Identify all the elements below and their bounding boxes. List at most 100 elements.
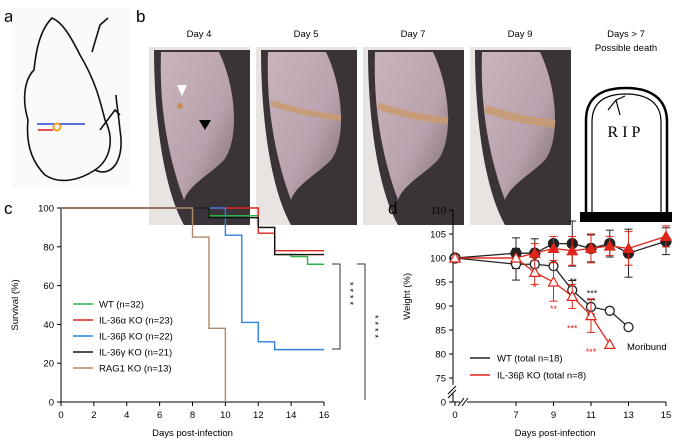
wound-photo: [149, 47, 250, 225]
significance-label: ****: [345, 282, 355, 308]
panel-a-label: a: [4, 7, 14, 26]
y-tick-label: 110: [431, 206, 446, 217]
data-point: [566, 244, 579, 256]
weight-chart: 0 7 9 11 13 15 0 75 80 85 90 95 100 105 110 Days post-i…: [402, 206, 673, 439]
y-tick-label: 60: [43, 281, 54, 292]
wound-lesion: [376, 102, 449, 125]
x-axis-title: Days post-infection: [152, 428, 233, 439]
x-tick-label: 0: [452, 410, 457, 421]
death-subtitle: Possible death: [595, 43, 657, 54]
photo-day-label: Day 9: [508, 29, 533, 40]
weight-line: [455, 235, 667, 259]
x-tick-label: 12: [253, 410, 264, 421]
wound-lesion: [270, 100, 342, 121]
photo-day-label: Day 7: [401, 29, 426, 40]
tombstone-text: RIP: [608, 124, 645, 141]
y-tick-label: 20: [43, 359, 54, 370]
data-point: [547, 242, 560, 253]
y-tick-label: 80: [435, 350, 446, 361]
data-point: [603, 239, 616, 251]
significance-label: **: [550, 304, 558, 314]
y-tick-label: 0: [441, 398, 446, 409]
legend-label: WT (total n=18): [497, 354, 563, 365]
x-tick-label: 10: [220, 410, 231, 421]
white-arrowhead-icon: [177, 85, 187, 96]
data-point: [622, 242, 635, 253]
y-tick-label: 105: [430, 230, 446, 241]
death-title: Days > 7: [607, 29, 645, 40]
black-arrowhead-icon: [199, 120, 211, 130]
wound-photo: [363, 47, 464, 225]
y-tick-label: 80: [43, 242, 54, 253]
legend-label: IL-36γ KO (n=21): [99, 348, 172, 359]
y-tick-label: 90: [435, 302, 446, 313]
x-tick-label: 2: [91, 410, 96, 421]
annotation-survivors: Survivors: [627, 212, 667, 223]
legend-label: IL-36β KO (n=22): [99, 332, 173, 343]
legend-label: IL-36β KO (total n=8): [497, 371, 586, 382]
x-tick-label: 7: [513, 410, 518, 421]
x-tick-label: 8: [190, 410, 195, 421]
data-point: [603, 338, 616, 349]
survival-chart: 0 2 4 6 8 10 12 14 16 0 20 40 60 80 100 Days post-infec…: [10, 204, 380, 440]
x-tick-label: 14: [286, 410, 297, 421]
data-point: [509, 251, 523, 263]
data-point: [528, 246, 541, 258]
data-point: [528, 266, 541, 277]
y-tick-label: 75: [435, 374, 446, 385]
wound-photo: [470, 47, 571, 225]
significance-label: ***: [586, 347, 597, 357]
x-tick-label: 15: [661, 410, 672, 421]
tombstone-icon: RIP: [580, 86, 672, 222]
panel-b-label: b: [136, 7, 145, 26]
y-tick-label: 85: [435, 326, 446, 337]
y-tick-label: 40: [43, 320, 54, 331]
data-point: [604, 305, 615, 316]
legend-label: WT (n=32): [99, 300, 144, 311]
significance-label: ***: [587, 288, 598, 298]
legend-label: RAG1 KO (n=13): [99, 364, 172, 375]
x-axis-break-icon: [457, 397, 469, 407]
legend-label: IL-36α KO (n=23): [99, 316, 173, 327]
y-tick-label: 95: [435, 278, 446, 289]
x-tick-label: 0: [58, 410, 63, 421]
data-point: [547, 275, 560, 287]
data-point: [566, 290, 579, 301]
significance-label: ***: [567, 323, 578, 333]
survival-curve: [61, 207, 324, 351]
x-tick-label: 11: [586, 410, 596, 421]
wound-lesion: [483, 105, 556, 128]
mouse-skin: [374, 52, 449, 200]
data-point: [584, 309, 598, 321]
significance-label: *: [533, 283, 537, 293]
y-axis-title: Weight (%): [402, 273, 413, 320]
mouse-skin: [481, 52, 556, 200]
panel-c-label: c: [4, 199, 13, 218]
mouse-diagram: [12, 8, 130, 188]
x-tick-label: 16: [319, 410, 330, 421]
x-tick-label: 6: [157, 410, 162, 421]
x-tick-label: 4: [124, 410, 129, 421]
y-axis-break-icon: [447, 385, 457, 399]
wound-spot: [177, 103, 183, 109]
y-tick-label: 100: [430, 254, 446, 265]
annotation-moribund: Moribund: [627, 342, 667, 353]
significance-bracket: [357, 263, 366, 400]
y-tick-label: 100: [38, 204, 54, 215]
photo-day-label: Day 4: [187, 29, 212, 40]
wound-photo: [256, 47, 357, 225]
significance-bracket: [332, 263, 341, 350]
data-point: [448, 251, 462, 263]
x-tick-label: 9: [551, 410, 556, 421]
x-tick-label: 13: [623, 410, 634, 421]
significance-label: ****: [370, 315, 380, 341]
data-point: [584, 242, 598, 253]
survival-curve: [61, 207, 324, 256]
y-axis-title: Survival (%): [10, 279, 21, 330]
significance-label: **: [570, 276, 578, 286]
x-axis-title: Days post-infection: [515, 428, 596, 439]
weight-line: [454, 257, 629, 328]
photo-day-label: Day 5: [294, 29, 319, 40]
